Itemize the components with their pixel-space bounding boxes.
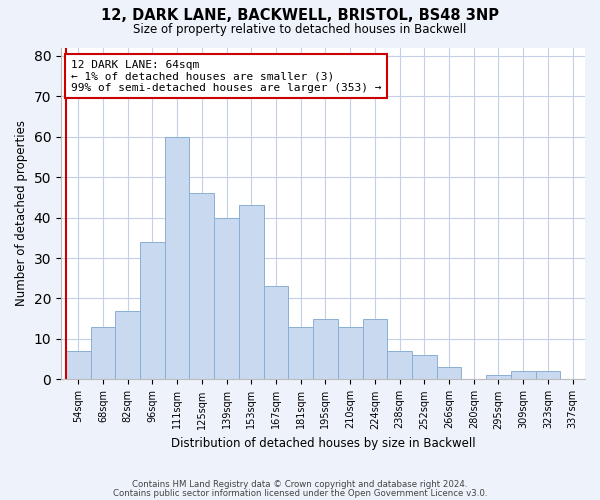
Bar xyxy=(536,372,560,380)
Text: 12 DARK LANE: 64sqm
← 1% of detached houses are smaller (3)
99% of semi-detached: 12 DARK LANE: 64sqm ← 1% of detached hou… xyxy=(71,60,381,93)
Text: 12, DARK LANE, BACKWELL, BRISTOL, BS48 3NP: 12, DARK LANE, BACKWELL, BRISTOL, BS48 3… xyxy=(101,8,499,22)
Bar xyxy=(511,372,536,380)
Bar xyxy=(239,206,263,380)
Bar xyxy=(412,355,437,380)
Bar xyxy=(289,327,313,380)
Text: Size of property relative to detached houses in Backwell: Size of property relative to detached ho… xyxy=(133,22,467,36)
Bar xyxy=(338,327,362,380)
Bar xyxy=(313,318,338,380)
Bar xyxy=(91,327,115,380)
Y-axis label: Number of detached properties: Number of detached properties xyxy=(15,120,28,306)
Bar xyxy=(387,351,412,380)
Bar xyxy=(437,368,461,380)
Text: Contains public sector information licensed under the Open Government Licence v3: Contains public sector information licen… xyxy=(113,488,487,498)
Bar xyxy=(486,376,511,380)
Bar xyxy=(140,242,165,380)
X-axis label: Distribution of detached houses by size in Backwell: Distribution of detached houses by size … xyxy=(170,437,475,450)
Bar xyxy=(263,286,289,380)
Bar xyxy=(115,310,140,380)
Text: Contains HM Land Registry data © Crown copyright and database right 2024.: Contains HM Land Registry data © Crown c… xyxy=(132,480,468,489)
Bar xyxy=(190,193,214,380)
Bar xyxy=(165,136,190,380)
Bar xyxy=(214,218,239,380)
Bar xyxy=(362,318,387,380)
Bar xyxy=(66,351,91,380)
